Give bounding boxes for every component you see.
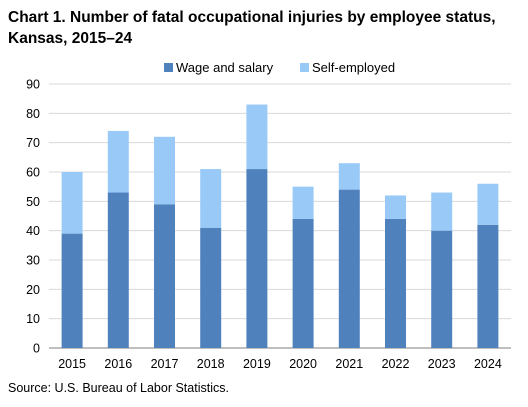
x-axis-ticks: 2015 2016 2017 2018 2019 2020 2021 2022 2023 2024 xyxy=(58,357,502,371)
bar-self-2023 xyxy=(431,192,453,231)
x-tick-label: 2017 xyxy=(151,357,179,371)
y-tick-label: 90 xyxy=(26,78,40,92)
y-tick-label: 50 xyxy=(26,195,40,209)
bar-wage-2022 xyxy=(385,218,406,348)
bar-self-2016 xyxy=(107,130,129,193)
y-tick-label: 60 xyxy=(26,166,40,180)
bar-self-2024 xyxy=(477,183,499,225)
legend-swatch xyxy=(164,63,173,72)
bars xyxy=(61,104,499,348)
bar-self-2020 xyxy=(292,186,314,219)
bar-self-2018 xyxy=(200,169,222,228)
bar-wage-2023 xyxy=(431,230,453,348)
y-tick-label: 40 xyxy=(26,224,40,238)
bar-wage-2021 xyxy=(338,189,360,348)
bar-self-2017 xyxy=(154,136,175,205)
x-tick-label: 2023 xyxy=(428,357,456,371)
bar-self-2019 xyxy=(246,104,268,170)
x-tick-label: 2024 xyxy=(474,357,502,371)
legend-label: Wage and salary xyxy=(176,60,274,75)
x-tick-label: 2020 xyxy=(289,357,317,371)
bar-wage-2024 xyxy=(477,224,499,348)
y-tick-label: 10 xyxy=(26,312,40,326)
bar-wage-2015 xyxy=(61,233,83,348)
x-tick-label: 2021 xyxy=(335,357,363,371)
legend-swatch xyxy=(300,63,309,72)
bar-wage-2019 xyxy=(246,169,268,348)
bar-wage-2017 xyxy=(154,204,175,348)
bar-self-2021 xyxy=(338,163,360,190)
y-tick-label: 70 xyxy=(26,136,40,150)
bar-wage-2016 xyxy=(107,192,129,348)
x-tick-label: 2015 xyxy=(58,357,86,371)
y-tick-label: 0 xyxy=(33,342,40,356)
y-tick-label: 30 xyxy=(26,254,40,268)
x-tick-label: 2016 xyxy=(104,357,132,371)
legend-label: Self-employed xyxy=(312,60,395,75)
y-tick-label: 80 xyxy=(26,107,40,121)
bar-self-2022 xyxy=(385,195,406,219)
x-tick-label: 2022 xyxy=(382,357,410,371)
y-axis-ticks: 0 10 20 30 40 50 60 70 80 90 xyxy=(26,78,40,356)
bar-wage-2020 xyxy=(292,218,314,348)
bar-self-2015 xyxy=(61,172,83,234)
legend: Wage and salary Self-employed xyxy=(164,60,395,75)
y-tick-label: 20 xyxy=(26,283,40,297)
x-tick-label: 2019 xyxy=(243,357,271,371)
source-note: Source: U.S. Bureau of Labor Statistics. xyxy=(8,381,229,395)
x-tick-label: 2018 xyxy=(197,357,225,371)
chart-title: Chart 1. Number of fatal occupational in… xyxy=(8,9,496,47)
bar-wage-2018 xyxy=(200,227,222,348)
